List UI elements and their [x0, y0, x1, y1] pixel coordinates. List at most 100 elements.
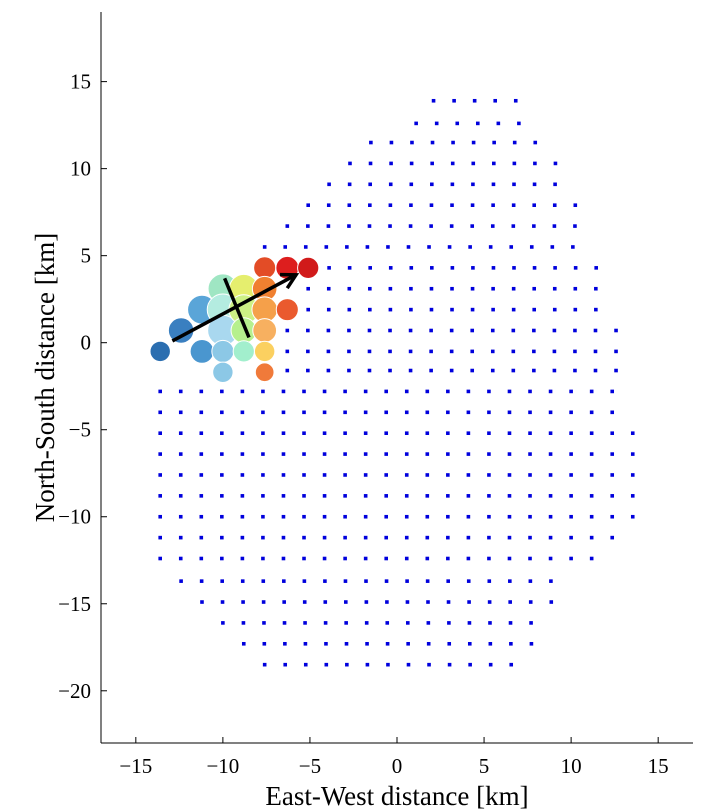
- grid-point: [363, 389, 368, 394]
- grid-point: [199, 389, 204, 394]
- grid-point: [549, 579, 553, 583]
- grid-point: [384, 579, 389, 583]
- direction-arrow-shaft: [171, 273, 297, 343]
- grid-point: [178, 514, 183, 519]
- grid-point: [509, 662, 514, 667]
- grid-point: [261, 600, 266, 604]
- grid-point: [490, 328, 495, 333]
- grid-point: [364, 600, 369, 604]
- grid-point: [507, 410, 512, 415]
- grid-point: [553, 182, 557, 187]
- grid-point: [426, 621, 431, 625]
- grid-point: [220, 473, 224, 477]
- grid-point: [508, 579, 512, 583]
- grid-point: [302, 494, 306, 498]
- grid-point: [552, 203, 557, 207]
- grid-point: [347, 368, 351, 373]
- grid-point: [569, 431, 573, 435]
- grid-point: [509, 245, 514, 249]
- grid-point: [262, 641, 267, 646]
- grid-point: [429, 368, 433, 373]
- grid-point: [283, 641, 287, 646]
- grid-point: [323, 621, 328, 625]
- grid-point: [302, 452, 306, 456]
- grid-point: [533, 140, 538, 145]
- grid-point: [302, 473, 306, 477]
- y-tick-label: −5: [69, 418, 91, 442]
- grid-point: [532, 328, 536, 333]
- grid-point: [158, 389, 162, 394]
- grid-point: [261, 556, 265, 561]
- grid-point: [471, 182, 475, 187]
- grid-point: [405, 579, 409, 583]
- grid-point: [467, 600, 471, 604]
- grid-point: [363, 452, 368, 456]
- grid-point: [589, 431, 594, 435]
- grid-point: [487, 600, 492, 604]
- grid-point: [630, 431, 635, 435]
- grid-point: [449, 368, 454, 373]
- grid-point: [430, 161, 434, 166]
- grid-point: [630, 494, 635, 498]
- grid-point: [508, 621, 513, 625]
- grid-point: [158, 535, 162, 540]
- grid-point: [466, 389, 471, 394]
- grid-point: [408, 328, 413, 333]
- grid-point: [446, 579, 450, 583]
- grid-point: [326, 224, 331, 228]
- grid-point: [450, 161, 455, 166]
- grid-point: [384, 431, 389, 435]
- grid-point: [368, 203, 372, 207]
- grid-point: [388, 224, 392, 228]
- grid-point: [343, 431, 347, 435]
- grid-point: [178, 535, 183, 540]
- grid-point: [614, 328, 618, 333]
- grid-point: [220, 410, 224, 415]
- grid-point: [569, 514, 573, 519]
- grid-point: [240, 389, 245, 394]
- grid-point: [384, 556, 389, 561]
- grid-point: [199, 579, 204, 583]
- grid-point: [548, 473, 553, 477]
- grid-point: [384, 452, 389, 456]
- y-tick-label: 15: [70, 70, 91, 94]
- grid-point: [158, 556, 162, 561]
- grid-point: [452, 98, 456, 103]
- grid-point: [158, 452, 162, 456]
- grid-point: [488, 245, 493, 249]
- grid-point: [388, 286, 393, 291]
- grid-point: [388, 203, 393, 207]
- grid-point: [369, 140, 373, 145]
- grid-point: [447, 641, 452, 646]
- grid-point: [281, 556, 286, 561]
- grid-point: [431, 98, 436, 103]
- grid-point: [589, 494, 594, 498]
- grid-point: [447, 621, 451, 625]
- grid-point: [261, 579, 266, 583]
- grid-point: [532, 182, 537, 187]
- overlay-lines: [171, 272, 300, 343]
- grid-point: [548, 514, 553, 519]
- grid-point: [589, 410, 594, 415]
- grid-point: [409, 266, 414, 270]
- grid-point: [610, 389, 615, 394]
- grid-point: [220, 431, 224, 435]
- grid-point: [326, 328, 331, 333]
- grid-point: [384, 535, 389, 540]
- grid-point: [466, 494, 471, 498]
- grid-point: [178, 431, 183, 435]
- grid-point: [384, 494, 389, 498]
- grid-point: [240, 473, 245, 477]
- grid-point: [345, 662, 349, 667]
- grid-point: [426, 600, 430, 604]
- grid-point: [281, 494, 286, 498]
- grid-point: [471, 266, 475, 270]
- grid-point: [363, 473, 368, 477]
- grid-point: [425, 389, 430, 394]
- grid-point: [220, 535, 224, 540]
- grid-point: [281, 535, 286, 540]
- grid-point: [466, 473, 471, 477]
- grid-point: [281, 473, 286, 477]
- grid-point: [343, 410, 347, 415]
- x-tick-label: 5: [479, 754, 490, 778]
